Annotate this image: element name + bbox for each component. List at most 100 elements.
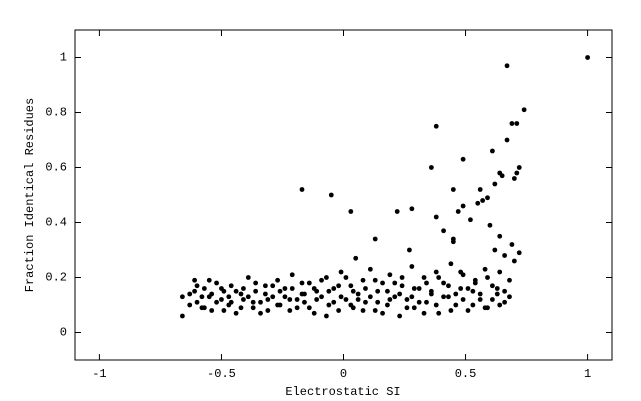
point [265,297,271,302]
point [387,272,393,278]
point [472,280,478,286]
point [192,277,198,283]
point [392,294,398,300]
point [380,280,385,286]
point [348,283,354,289]
point [397,313,403,319]
point [392,280,398,286]
point [494,291,500,297]
point [355,291,361,297]
point [465,286,471,291]
point [209,291,215,297]
point [199,294,205,300]
point [470,302,476,308]
point [353,255,359,261]
point [450,187,456,192]
point [214,280,219,286]
point [477,291,483,297]
point [238,305,244,311]
point [245,275,251,280]
point [385,288,390,294]
point [233,288,239,294]
point [245,294,251,300]
point [299,187,305,192]
point [194,299,200,305]
point [492,181,498,187]
point [453,302,459,308]
point [446,283,451,289]
point [338,294,344,300]
point [502,253,507,258]
point [399,275,405,280]
point [448,308,454,313]
plot-frame [74,29,613,361]
point [326,288,332,294]
point [238,291,244,297]
point [226,294,232,300]
point [404,305,410,311]
point [480,198,486,203]
point [299,280,305,286]
point [441,280,446,286]
point [585,55,590,60]
point [475,200,481,206]
point [441,294,446,300]
point [424,280,429,286]
point [497,269,503,275]
point [348,209,354,214]
point [187,302,193,308]
y-axis-label: Fraction Identical Residues [23,98,37,292]
point [228,299,234,305]
point [258,310,263,316]
point [228,283,234,289]
point [192,288,198,294]
point [336,308,342,313]
point [436,310,442,316]
point [433,123,439,129]
point [421,310,427,316]
point [502,288,507,294]
point [270,283,276,289]
point [385,302,390,308]
point [372,236,378,242]
point [324,275,329,280]
point [311,286,317,291]
point [180,294,185,300]
point [521,107,527,113]
point [343,297,349,302]
x-tick-label: -0.5 [207,367,236,381]
point [482,305,488,311]
point [372,308,378,313]
point [250,299,256,305]
point [516,165,522,170]
point [348,302,354,308]
y-tick-label: 0.2 [45,271,67,285]
point [489,283,495,289]
point [477,297,483,302]
point [338,269,344,275]
point [409,294,415,300]
x-tick-label: 0 [340,367,347,381]
point [302,291,307,297]
point [465,308,471,313]
point [367,294,373,300]
point [387,297,393,302]
point [258,299,263,305]
point [507,277,512,283]
point [233,310,239,316]
point [514,121,520,126]
point [416,286,422,291]
point [282,286,288,291]
point [306,305,312,311]
point [289,286,295,291]
point [489,297,495,302]
point [458,286,464,291]
point [294,305,300,311]
point [433,302,439,308]
point [311,310,317,316]
point [399,283,405,289]
point [253,288,259,294]
point [397,291,403,297]
point [319,277,324,283]
point [458,269,464,275]
